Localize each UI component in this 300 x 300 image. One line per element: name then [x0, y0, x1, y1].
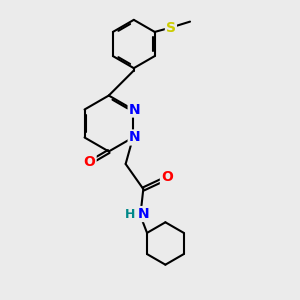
- Text: S: S: [166, 20, 176, 34]
- Text: O: O: [161, 170, 173, 184]
- Text: N: N: [138, 207, 150, 221]
- Text: O: O: [84, 155, 96, 169]
- Text: N: N: [129, 130, 140, 145]
- Text: N: N: [129, 103, 140, 116]
- Text: H: H: [125, 208, 135, 220]
